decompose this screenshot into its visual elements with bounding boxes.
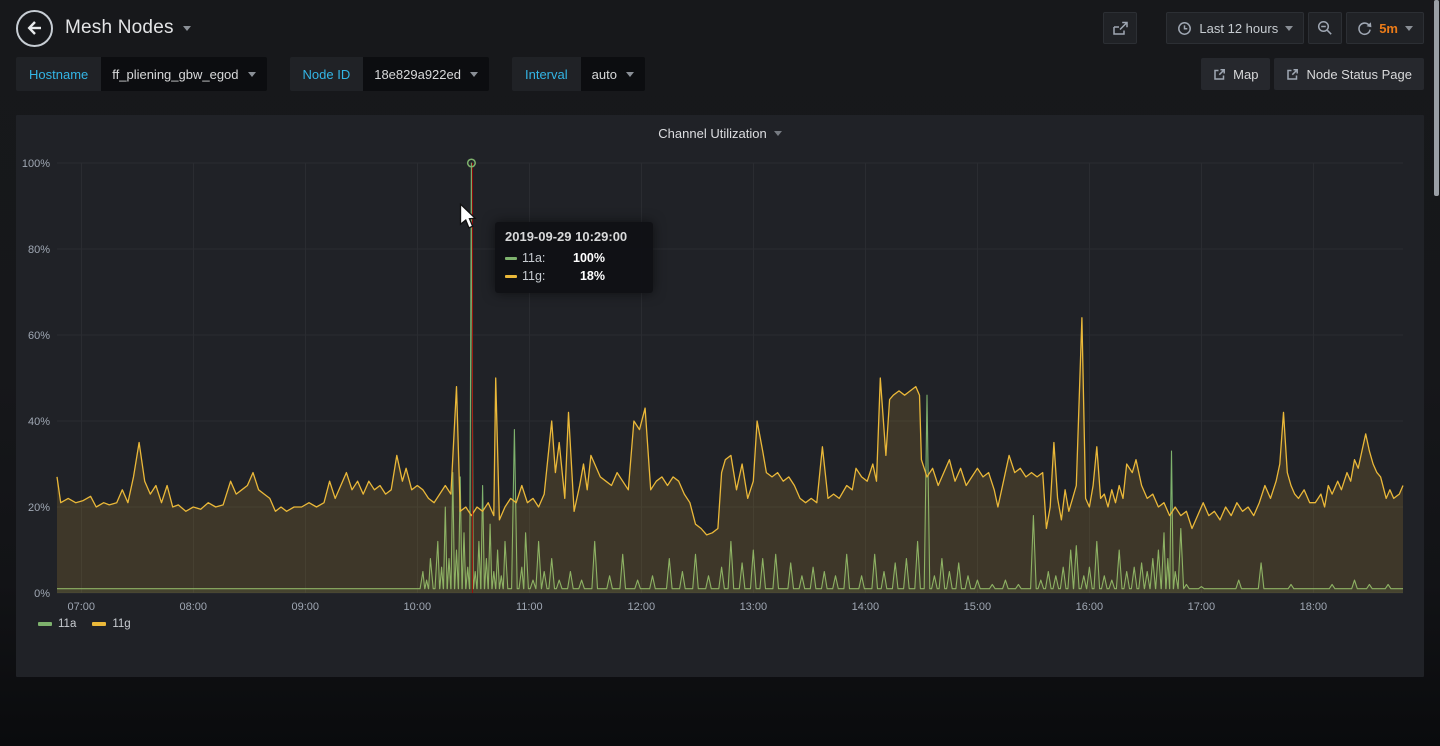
- zoom-out-button[interactable]: [1308, 12, 1342, 44]
- series-swatch-11g: [505, 275, 517, 278]
- variable-hostname-value: ff_pliening_gbw_egod: [112, 67, 238, 82]
- tooltip-row-11g: 11g: 18%: [505, 267, 643, 285]
- variable-hostname: Hostname ff_pliening_gbw_egod: [16, 57, 267, 91]
- variable-interval-value-dropdown[interactable]: auto: [581, 57, 645, 91]
- variable-interval-label: Interval: [512, 57, 581, 91]
- grafana-dashboard: { "nav": { "title": "Mesh Nodes", "time_…: [0, 0, 1440, 746]
- share-icon: [1112, 21, 1129, 36]
- x-axis-label: 07:00: [68, 601, 96, 613]
- back-button[interactable]: [16, 10, 53, 47]
- x-axis-label: 16:00: [1076, 601, 1104, 613]
- refresh-button[interactable]: 5m: [1346, 12, 1424, 44]
- chevron-down-icon: [1285, 26, 1293, 31]
- chevron-down-icon: [1405, 26, 1413, 31]
- tooltip-row-11a: 11a: 100%: [505, 249, 643, 267]
- map-link-label: Map: [1233, 67, 1258, 82]
- y-axis-label: 20%: [28, 502, 50, 514]
- tooltip-series-value: 100%: [560, 251, 605, 265]
- clock-icon: [1177, 21, 1192, 36]
- x-axis-label: 14:00: [852, 601, 880, 613]
- x-axis-label: 13:00: [740, 601, 768, 613]
- x-axis-label: 10:00: [404, 601, 432, 613]
- x-axis-label: 18:00: [1300, 601, 1328, 613]
- submenu-links: Map Node Status Page: [1201, 58, 1424, 90]
- variable-nodeid-value-dropdown[interactable]: 18e829a922ed: [363, 57, 489, 91]
- variable-hostname-label: Hostname: [16, 57, 101, 91]
- chevron-down-icon: [248, 72, 256, 77]
- x-axis-label: 12:00: [628, 601, 656, 613]
- channel-utilization-chart[interactable]: 0% 20% 40% 60% 80% 100% 07:00 08:00 09:00 10:00 11…: [16, 115, 1424, 677]
- top-navbar: Mesh Nodes Last 12 hours: [0, 0, 1440, 56]
- scrollbar-thumb[interactable]: [1434, 0, 1439, 196]
- time-picker-button[interactable]: Last 12 hours: [1166, 12, 1304, 44]
- chevron-down-icon: [183, 26, 191, 31]
- tooltip-series-label: 11g:: [522, 269, 560, 283]
- series-swatch-11a: [505, 257, 517, 260]
- map-link-button[interactable]: Map: [1201, 58, 1270, 90]
- x-axis-label: 11:00: [516, 601, 543, 613]
- graph-tooltip: 2019-09-29 10:29:00 11a: 100% 11g: 18%: [495, 222, 653, 293]
- variable-nodeid-label: Node ID: [290, 57, 364, 91]
- y-axis-label: 60%: [28, 330, 50, 342]
- variable-interval-value: auto: [592, 67, 617, 82]
- time-range-label: Last 12 hours: [1199, 21, 1278, 36]
- page-title: Mesh Nodes: [65, 17, 174, 39]
- refresh-icon: [1357, 21, 1372, 36]
- tooltip-timestamp: 2019-09-29 10:29:00: [505, 229, 643, 244]
- legend-item-11g[interactable]: 11g: [92, 618, 130, 630]
- variable-nodeid: Node ID 18e829a922ed: [290, 57, 489, 91]
- y-axis-label: 40%: [28, 416, 50, 428]
- y-axis-label: 80%: [28, 244, 50, 256]
- variable-interval: Interval auto: [512, 57, 645, 91]
- legend-label: 11g: [112, 618, 130, 630]
- chart-legend: 11a 11g: [38, 618, 131, 630]
- legend-label: 11a: [58, 618, 76, 630]
- variable-nodeid-value: 18e829a922ed: [374, 67, 461, 82]
- y-axis-label: 0%: [34, 588, 50, 600]
- chevron-down-icon: [470, 72, 478, 77]
- y-axis-label: 100%: [22, 158, 50, 170]
- legend-swatch: [38, 622, 52, 626]
- external-link-icon: [1286, 68, 1299, 81]
- channel-utilization-panel: Channel Utilization 0%20%40%60%80%100%07…: [16, 115, 1424, 677]
- navbar-actions: Last 12 hours 5m: [1103, 12, 1424, 44]
- external-link-icon: [1213, 68, 1226, 81]
- x-axis-label: 08:00: [180, 601, 208, 613]
- node-status-page-link-label: Node Status Page: [1306, 67, 1412, 82]
- variable-hostname-value-dropdown[interactable]: ff_pliening_gbw_egod: [101, 57, 266, 91]
- refresh-interval-label: 5m: [1379, 21, 1398, 36]
- node-status-page-link-button[interactable]: Node Status Page: [1274, 58, 1424, 90]
- arrow-left-icon: [26, 20, 44, 36]
- dashboard-submenu: Hostname ff_pliening_gbw_egod Node ID 18…: [0, 56, 1440, 92]
- dashboard-title-dropdown[interactable]: Mesh Nodes: [65, 17, 191, 39]
- mouse-cursor: [459, 203, 477, 235]
- share-button[interactable]: [1103, 12, 1137, 44]
- magnifier-minus-icon: [1317, 20, 1333, 36]
- chevron-down-icon: [626, 72, 634, 77]
- tooltip-series-value: 18%: [560, 269, 605, 283]
- tooltip-series-label: 11a:: [522, 251, 560, 265]
- legend-swatch: [92, 622, 106, 626]
- x-axis-label: 09:00: [292, 601, 320, 613]
- legend-item-11a[interactable]: 11a: [38, 618, 76, 630]
- x-axis-label: 17:00: [1188, 601, 1216, 613]
- x-axis-label: 15:00: [964, 601, 992, 613]
